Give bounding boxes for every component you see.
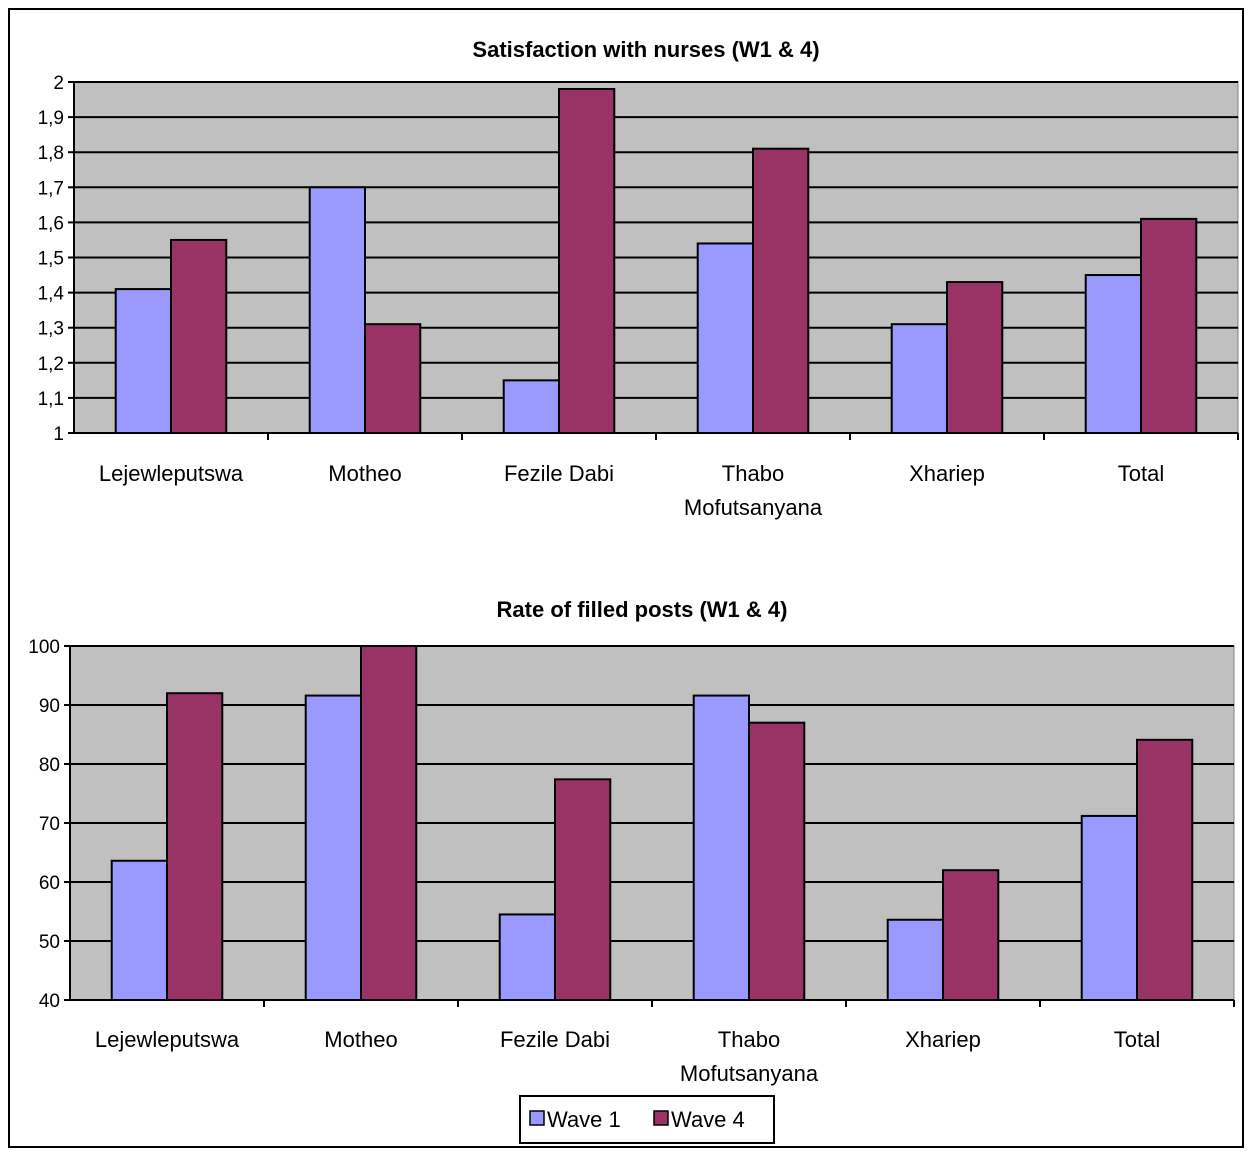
bar-wave-4-fezile-dabi — [554, 778, 612, 1002]
bar-wave-4-total — [1136, 738, 1194, 1001]
y-tick-label: 1,7 — [38, 178, 64, 199]
x-category-label: Motheo — [324, 1027, 397, 1052]
bar-wave-1-xhariep — [890, 323, 949, 434]
x-category-label: Lejewleputswa — [95, 1027, 240, 1052]
bar-wave-1-thabo-mofutsanyana — [692, 694, 751, 1001]
x-category-label: Lejewleputswa — [99, 461, 244, 486]
bar-wave-1-xhariep — [886, 918, 945, 1002]
bar-wave-4-lejewleputswa — [170, 238, 228, 434]
x-category-label: Motheo — [328, 461, 401, 486]
legend-swatch-2 — [653, 1110, 669, 1126]
y-tick-label: 1,4 — [38, 284, 65, 305]
x-category-label: Total — [1118, 461, 1164, 486]
x-category-label: Fezile Dabi — [500, 1027, 610, 1052]
x-category-label: Total — [1114, 1027, 1160, 1052]
y-tick-label: 60 — [39, 873, 60, 894]
bar-wave-4-motheo — [360, 645, 418, 1001]
bar-wave-4-xhariep — [946, 281, 1004, 434]
x-category-label: Thabo Mofutsanyana — [680, 1027, 819, 1086]
legend-label-1: Wave 1 — [547, 1107, 621, 1132]
legend-label-2: Wave 4 — [671, 1107, 745, 1132]
bar-wave-4-total — [1140, 217, 1198, 434]
y-tick-label: 90 — [39, 696, 60, 717]
y-tick-label: 1,3 — [38, 319, 64, 340]
chart-2: Rate of filled posts (W1 & 4) 40 50 60 70 80 9… — [28, 597, 1235, 1086]
bar-wave-1-motheo — [308, 186, 366, 434]
y-tick-label: 70 — [39, 814, 60, 835]
y-tick-label: 1,8 — [38, 143, 64, 164]
bar-wave-4-xhariep — [942, 869, 1000, 1002]
bar-wave-1-thabo-mofutsanyana — [696, 242, 755, 434]
x-category-label: Xhariep — [905, 1027, 981, 1052]
x-category-label: Xhariep — [909, 461, 985, 486]
bar-wave-1-lejewleputswa — [110, 859, 168, 1002]
y-tick-label: 80 — [39, 755, 60, 776]
chart-1: Satisfaction with nurses (W1 & 4) 1 1,1 1,2… — [38, 37, 1239, 520]
y-tick-label: 1 — [53, 424, 64, 445]
legend: Wave 1 Wave 4 — [519, 1095, 775, 1144]
y-tick-label: 1,2 — [38, 354, 64, 375]
y-tick-label: 100 — [28, 637, 60, 658]
y-tick-label: 2 — [53, 73, 64, 94]
bar-wave-1-fezile-dabi — [498, 913, 556, 1002]
bar-wave-4-thabo-mofutsanyana — [748, 721, 806, 1001]
bar-wave-4-motheo — [364, 323, 422, 434]
bar-wave-1-lejewleputswa — [114, 288, 172, 434]
y-tick-label: 50 — [39, 932, 60, 953]
x-category-label: Fezile Dabi — [504, 461, 614, 486]
chart-title: Rate of filled posts (W1 & 4) — [497, 597, 788, 622]
y-tick-label: 40 — [39, 991, 60, 1012]
bar-wave-1-fezile-dabi — [502, 379, 560, 435]
bar-wave-4-lejewleputswa — [166, 692, 224, 1001]
y-tick-label: 1,6 — [38, 213, 64, 234]
legend-box — [519, 1095, 775, 1144]
bar-wave-4-fezile-dabi — [558, 88, 616, 435]
bar-wave-1-total — [1080, 814, 1138, 1001]
y-tick-label: 1,5 — [38, 249, 64, 270]
bar-wave-1-motheo — [304, 694, 362, 1001]
y-tick-label: 1,1 — [38, 389, 64, 410]
x-category-label: Thabo Mofutsanyana — [684, 461, 823, 520]
bar-wave-1-total — [1084, 274, 1142, 434]
y-tick-label: 1,9 — [38, 108, 64, 129]
chart-title: Satisfaction with nurses (W1 & 4) — [472, 37, 819, 62]
bar-wave-4-thabo-mofutsanyana — [752, 147, 810, 434]
legend-swatch-1 — [529, 1110, 545, 1126]
